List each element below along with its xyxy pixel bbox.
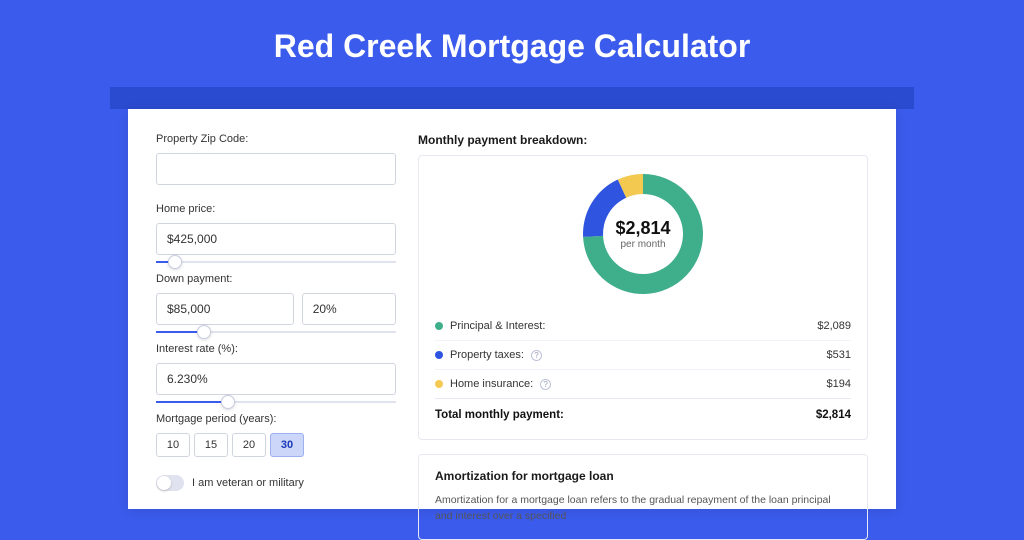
interest-label: Interest rate (%):: [156, 343, 396, 355]
breakdown-card: $2,814 per month Principal & Interest: $2…: [418, 155, 868, 440]
period-option-15[interactable]: 15: [194, 433, 228, 457]
legend-amount: $2,089: [817, 320, 851, 332]
period-option-30[interactable]: 30: [270, 433, 304, 457]
calculator-card: Property Zip Code: Home price: Down paym…: [128, 109, 896, 509]
inputs-column: Property Zip Code: Home price: Down paym…: [156, 133, 396, 509]
amortization-card: Amortization for mortgage loan Amortizat…: [418, 454, 868, 540]
down-payment-input[interactable]: [156, 293, 294, 325]
home-price-slider-rail: [156, 261, 396, 263]
legend-amount: $194: [827, 378, 851, 390]
veteran-label: I am veteran or military: [192, 477, 304, 489]
period-option-10[interactable]: 10: [156, 433, 190, 457]
down-payment-label: Down payment:: [156, 273, 396, 285]
interest-field: Interest rate (%):: [156, 343, 396, 399]
legend-row: Principal & Interest: $2,089: [435, 312, 851, 340]
zip-field: Property Zip Code:: [156, 133, 396, 189]
home-price-slider-thumb[interactable]: [168, 255, 182, 269]
breakdown-column: Monthly payment breakdown: $2,814 per mo…: [418, 133, 868, 509]
breakdown-title: Monthly payment breakdown:: [418, 133, 868, 147]
home-price-label: Home price:: [156, 203, 396, 215]
total-amount: $2,814: [816, 409, 851, 421]
interest-slider-thumb[interactable]: [221, 395, 235, 409]
legend: Principal & Interest: $2,089 Property taxe…: [435, 312, 851, 398]
legend-dot: [435, 351, 443, 359]
veteran-row: I am veteran or military: [156, 475, 396, 491]
legend-amount: $531: [827, 349, 851, 361]
payment-donut-chart: $2,814 per month: [579, 170, 707, 298]
interest-input[interactable]: [156, 363, 396, 395]
legend-dot: [435, 322, 443, 330]
total-row: Total monthly payment: $2,814: [435, 398, 851, 423]
zip-input[interactable]: [156, 153, 396, 185]
legend-row: Home insurance:? $194: [435, 369, 851, 398]
period-field: Mortgage period (years): 10152030: [156, 413, 396, 457]
home-price-input[interactable]: [156, 223, 396, 255]
period-option-20[interactable]: 20: [232, 433, 266, 457]
down-payment-slider-thumb[interactable]: [197, 325, 211, 339]
interest-slider-fill: [156, 401, 228, 403]
page-title: Red Creek Mortgage Calculator: [0, 0, 1024, 87]
amortization-text: Amortization for a mortgage loan refers …: [435, 493, 851, 525]
period-label: Mortgage period (years):: [156, 413, 396, 425]
down-payment-pct-input[interactable]: [302, 293, 396, 325]
amortization-title: Amortization for mortgage loan: [435, 469, 851, 483]
veteran-toggle[interactable]: [156, 475, 184, 491]
period-options: 10152030: [156, 433, 396, 457]
legend-row: Property taxes:? $531: [435, 340, 851, 369]
legend-dot: [435, 380, 443, 388]
total-label: Total monthly payment:: [435, 409, 564, 421]
info-icon[interactable]: ?: [531, 350, 542, 361]
home-price-field: Home price:: [156, 203, 396, 259]
info-icon[interactable]: ?: [540, 379, 551, 390]
header-band: [110, 87, 914, 109]
zip-label: Property Zip Code:: [156, 133, 396, 145]
down-payment-field: Down payment:: [156, 273, 396, 329]
donut-center-sub: per month: [620, 239, 665, 250]
donut-center-value: $2,814: [615, 218, 670, 239]
legend-label: Home insurance:: [450, 378, 533, 390]
legend-label: Principal & Interest:: [450, 320, 545, 332]
legend-label: Property taxes:: [450, 349, 524, 361]
